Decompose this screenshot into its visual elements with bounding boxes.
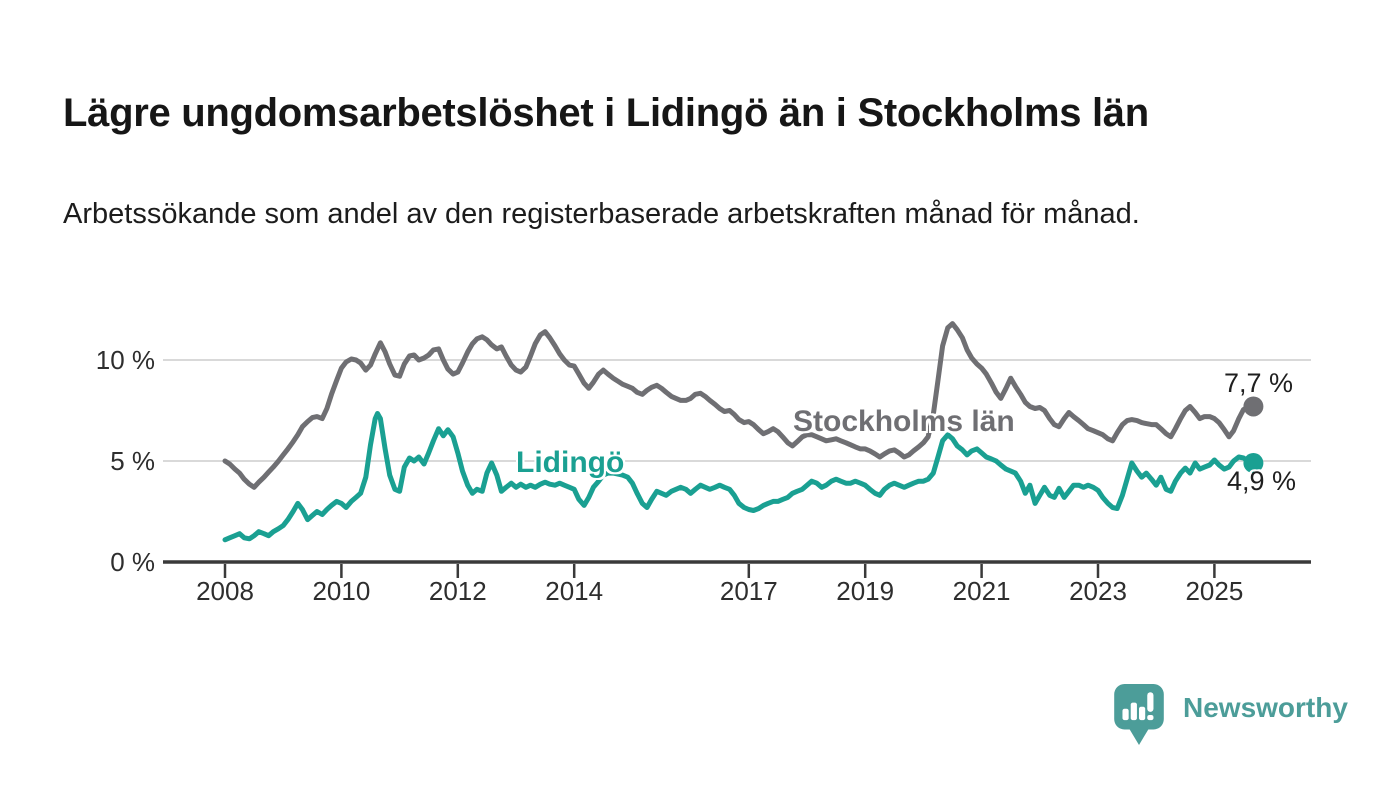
end-value-label-stockholms-lan: 7,7 % [1224, 368, 1294, 398]
x-axis [163, 560, 1311, 578]
end-value-label-lidingo: 4,9 % [1227, 466, 1297, 496]
page-subtitle: Arbetssökande som andel av den registerb… [63, 198, 1140, 230]
logo-bar-3 [1139, 706, 1146, 721]
series-label-stockholms-lan: Stockholms län [793, 405, 1015, 438]
series-label-lidingo: Lidingö [516, 446, 625, 479]
svg-text:2008: 2008 [196, 576, 254, 606]
newsworthy-logo: Newsworthy [1113, 684, 1348, 746]
svg-text:2021: 2021 [953, 576, 1011, 606]
svg-text:2012: 2012 [429, 576, 487, 606]
logo-bar-1 [1122, 708, 1129, 721]
logo-exclamation-dot [1147, 715, 1154, 721]
svg-text:2017: 2017 [720, 576, 778, 606]
newsworthy-logo-icon [1114, 684, 1164, 745]
svg-text:10 %: 10 % [96, 345, 155, 375]
svg-text:2023: 2023 [1069, 576, 1127, 606]
gridlines [163, 359, 1311, 462]
svg-text:2019: 2019 [836, 576, 894, 606]
page-title: Lägre ungdomsarbetslöshet i Lidingö än i… [63, 90, 1149, 135]
line-chart: 2008 2010 2012 2014 2017 2019 2021 2023 2025 0 % 5… [96, 321, 1311, 606]
svg-text:2010: 2010 [312, 576, 370, 606]
svg-text:5 %: 5 % [110, 446, 155, 476]
logo-exclamation-bar [1147, 692, 1154, 712]
svg-text:0 %: 0 % [110, 547, 155, 577]
axis-tick-labels: 2008 2010 2012 2014 2017 2019 2021 2023 2025 0 % 5… [96, 345, 1244, 606]
series-lines [222, 321, 1264, 543]
svg-text:2025: 2025 [1185, 576, 1243, 606]
logo-bar-2 [1130, 702, 1137, 721]
svg-text:2014: 2014 [545, 576, 603, 606]
brand-name: Newsworthy [1183, 692, 1348, 723]
